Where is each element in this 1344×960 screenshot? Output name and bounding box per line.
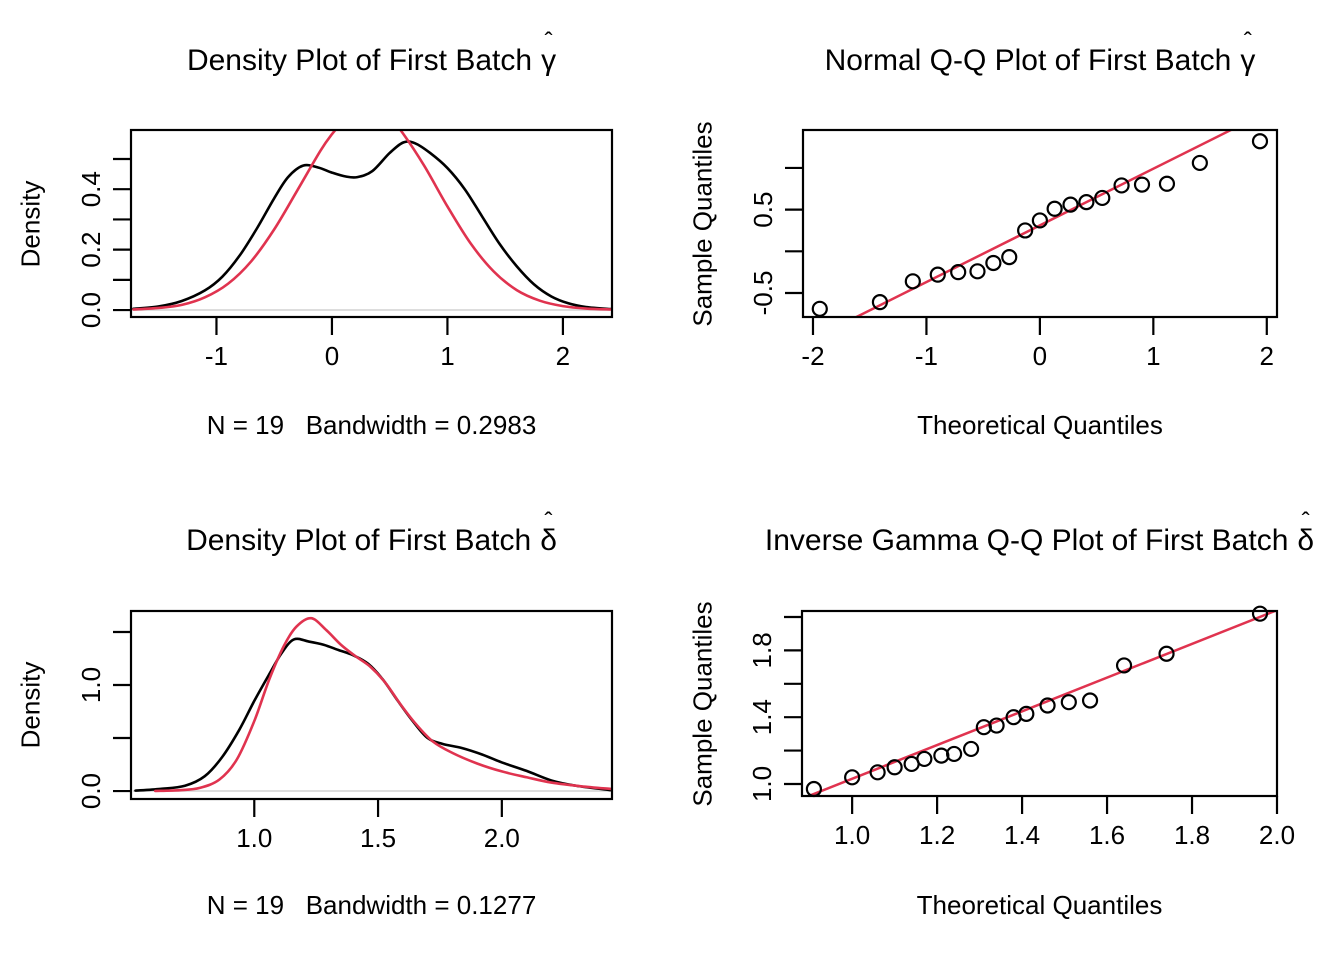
svg-text:0.4: 0.4 (76, 171, 106, 207)
plot-title-text: Inverse Gamma Q-Q Plot of First Batch (764, 524, 1289, 557)
panel-density-gamma: -1 0 1 2 0.0 0.2 0.4 Density Plot of First Bat… (0, 0, 672, 480)
panel-qq-gamma: -2 -1 0 1 2 -0.5 0.5 Normal Q-Q Plot of First … (672, 0, 1344, 480)
svg-text:1.0: 1.0 (76, 667, 106, 703)
density-delta-chart: 1.0 1.5 2.0 0.0 1.0 (76, 609, 614, 853)
svg-text:0.5: 0.5 (748, 192, 778, 228)
svg-text:-2: -2 (801, 341, 824, 371)
svg-text:1.8: 1.8 (1174, 820, 1210, 850)
greek-symbol: γ (541, 44, 557, 77)
plot-title: Density Plot of First Batch ˆ δ (131, 509, 612, 559)
svg-text:1.4: 1.4 (1004, 820, 1040, 850)
svg-text:1: 1 (1146, 341, 1160, 371)
y-axis-label: Sample Quantiles (687, 121, 718, 327)
plot-title-text: Density Plot of First Batch (186, 524, 532, 557)
svg-text:0.0: 0.0 (76, 773, 106, 809)
plot-title-text: Density Plot of First Batch (186, 44, 533, 77)
svg-text:1.6: 1.6 (1089, 820, 1125, 850)
svg-text:1.0: 1.0 (236, 823, 272, 853)
y-axis-label: Sample Quantiles (687, 601, 718, 807)
svg-text:-1: -1 (915, 341, 938, 371)
svg-text:2: 2 (1260, 341, 1274, 371)
svg-text:0.2: 0.2 (76, 232, 106, 268)
plot-title: Density Plot of First Batch ˆ γ (131, 29, 612, 79)
x-axis-label: Theoretical Quantiles (917, 410, 1163, 440)
qq-delta-chart: 1.0 1.2 1.4 1.6 1.8 2.0 1.0 1.4 1.8 (747, 605, 1295, 850)
svg-text:1.0: 1.0 (834, 820, 870, 850)
y-axis-label: Density (15, 180, 46, 268)
x-axis-label: Theoretical Quantiles (916, 890, 1163, 920)
svg-text:2.0: 2.0 (1259, 820, 1295, 850)
greek-symbol: δ (1297, 524, 1315, 557)
greek-symbol: γ (1240, 44, 1256, 77)
svg-text:0: 0 (1033, 341, 1047, 371)
svg-text:-0.5: -0.5 (748, 271, 778, 316)
hat-accent-icon: ˆ (544, 507, 553, 535)
hat-accent-icon: ˆ (1243, 27, 1252, 55)
plot-title: Inverse Gamma Q-Q Plot of First Batch ˆ δ (765, 509, 1314, 559)
svg-text:1.4: 1.4 (747, 699, 777, 735)
plot-title: Normal Q-Q Plot of First Batch ˆ γ (803, 29, 1277, 79)
density-subtitle: N = 19 Bandwidth = 0.1277 (206, 890, 537, 920)
hat-accent-icon: ˆ (1301, 507, 1310, 535)
density-subtitle: N = 19 Bandwidth = 0.2983 (206, 410, 537, 440)
y-axis-label: Density (15, 661, 46, 749)
svg-text:2.0: 2.0 (484, 823, 520, 853)
density-gamma-chart: -1 0 1 2 0.0 0.2 0.4 (76, 128, 614, 371)
svg-text:0.0: 0.0 (76, 292, 106, 328)
svg-text:1.0: 1.0 (747, 766, 777, 802)
qq-gamma-chart: -2 -1 0 1 2 -0.5 0.5 (748, 128, 1279, 371)
svg-text:1.8: 1.8 (747, 632, 777, 668)
panel-qq-delta: 1.0 1.2 1.4 1.6 1.8 2.0 1.0 1.4 1.8 Inverse Gamm… (672, 480, 1344, 960)
greek-symbol: δ (540, 524, 557, 557)
svg-text:1: 1 (440, 341, 454, 371)
svg-text:1.2: 1.2 (919, 820, 955, 850)
plot-title-text: Normal Q-Q Plot of First Batch (824, 44, 1232, 77)
hat-accent-icon: ˆ (544, 27, 553, 55)
panel-density-delta: 1.0 1.5 2.0 0.0 1.0 Density Plot of First Ba… (0, 480, 672, 960)
svg-text:2: 2 (556, 341, 570, 371)
svg-text:0: 0 (325, 341, 339, 371)
svg-text:1.5: 1.5 (360, 823, 396, 853)
svg-text:-1: -1 (205, 341, 228, 371)
